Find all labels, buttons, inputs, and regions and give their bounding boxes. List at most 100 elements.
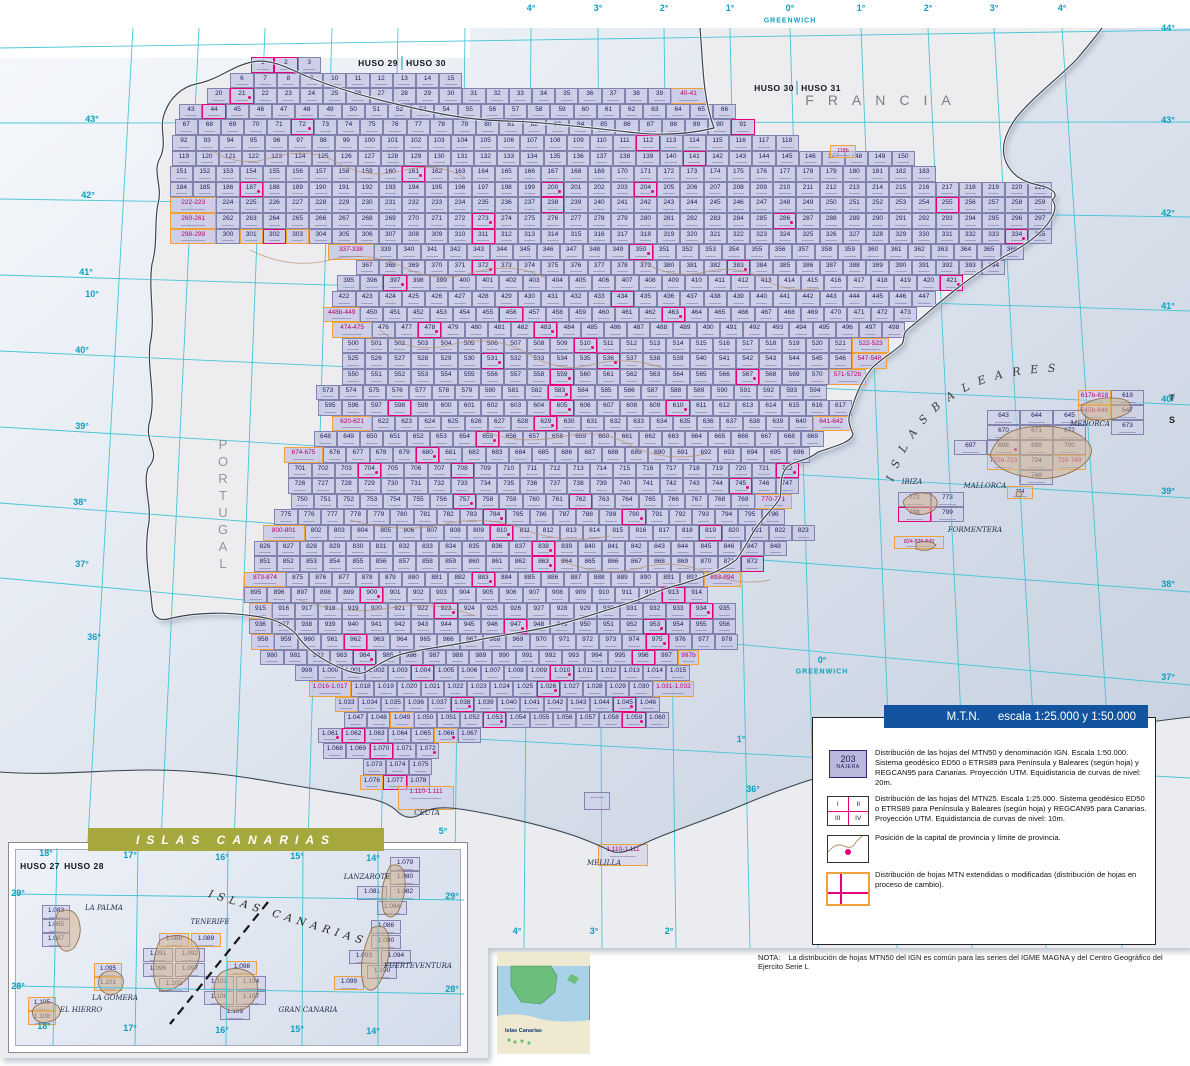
map-sheet-cell: 982 <box>306 649 331 666</box>
map-sheet-cell: 895 <box>244 587 268 603</box>
capital-dot <box>498 361 502 365</box>
map-sheet-cell: 166 <box>518 166 542 182</box>
map-sheet-cell: 12 <box>369 72 393 89</box>
map-sheet-cell: 532 <box>504 353 528 369</box>
map-sheet-cell: 520 <box>805 337 829 354</box>
map-sheet-cell: 124 <box>288 150 312 167</box>
map-sheet-cell: 26 <box>346 88 370 104</box>
map-sheet-cell: 330 <box>912 228 936 245</box>
map-sheet-cell: 477 <box>395 322 419 338</box>
map-sheet-cell: 1.061 <box>318 727 342 744</box>
map-sheet-cell: 601 <box>457 400 481 416</box>
map-sheet-cell: 677 <box>346 447 370 463</box>
map-sheet-cell: 118b <box>830 145 856 158</box>
map-sheet-cell: 1.074 <box>385 759 409 775</box>
map-sheet-cell: 79 <box>453 119 477 135</box>
map-sheet-cell: 712 <box>543 462 567 479</box>
map-sheet-cell: 1.030 <box>629 681 653 697</box>
map-sheet-cell: 201 <box>564 181 588 198</box>
map-sheet-cell: 243 <box>657 197 681 213</box>
map-sheet-cell: 87 <box>638 119 662 135</box>
map-sheet-cell: 240 <box>587 197 611 213</box>
map-sheet-cell: 608 <box>620 400 644 416</box>
map-sheet-cell: 466 <box>731 306 755 323</box>
map-sheet-cell: 379 <box>634 259 658 276</box>
map-sheet-cell: 313 <box>518 228 542 245</box>
map-sheet-cell: 688 <box>601 447 625 463</box>
map-sheet-cell: 821 <box>745 525 769 541</box>
map-sheet-cell: 727 <box>311 478 335 494</box>
map-sheet-cell: 611 <box>689 400 713 416</box>
map-sheet-cell: 915 <box>248 603 273 619</box>
map-sheet-cell: 663 <box>661 431 686 447</box>
map-sheet-cell: 241 <box>610 197 634 213</box>
map-sheet-cell: 1.042 <box>543 696 567 713</box>
map-sheet-cell: 1.110-1.111 <box>598 844 648 866</box>
map-sheet-cell: 818 <box>675 525 699 541</box>
map-sheet-cell: 293 <box>935 213 959 229</box>
map-sheet-cell: 884 <box>494 571 518 588</box>
map-sheet-cell: 990 <box>492 649 516 666</box>
legend-item-extended: Distribución de hojas MTN extendidas o m… <box>821 870 1147 907</box>
map-sheet-cell: 718 <box>682 462 706 479</box>
map-sheet-cell: 987 <box>422 649 447 666</box>
map-sheet-cell: 666 <box>731 431 755 447</box>
map-sheet-cell: 106 <box>497 135 521 151</box>
map-sheet-cell: 540 <box>689 353 713 369</box>
legend-item-mtn50: 203 NÁJERA Distribución de las hojas del… <box>821 748 1147 787</box>
map-sheet-cell: 889 <box>610 571 634 588</box>
map-sheet-cell: 437 <box>680 291 704 307</box>
legend-item-capital: Posición de la capital de provincia y lí… <box>821 833 1147 864</box>
quad-iii: III <box>828 811 848 826</box>
map-sheet-cell: 815 <box>606 525 630 541</box>
map-sheet-cell: 1.040 <box>497 696 521 713</box>
capital-dot <box>551 423 555 427</box>
map-sheet-cell: 44 <box>202 103 226 120</box>
map-sheet-cell: 224 <box>216 197 240 213</box>
capital-dot <box>679 314 683 318</box>
map-sheet-cell: 121 <box>218 150 242 167</box>
map-sheet-cell: 664 <box>685 431 709 447</box>
map-sheet-cell: 539 <box>666 353 690 369</box>
map-sheet-cell: 921 <box>388 603 412 619</box>
map-sheet-cell: 996 <box>631 649 655 666</box>
map-sheet-cell: 489 <box>673 322 697 338</box>
map-sheet-cell: 1.007 <box>480 665 505 681</box>
map-sheet-cell: 1.005 <box>434 665 458 681</box>
map-sheet-cell: 944 <box>434 618 458 635</box>
map-sheet-cell: 781 <box>413 509 437 525</box>
map-sheet-cell <box>584 792 610 810</box>
map-sheet-cell: 214 <box>866 181 890 198</box>
map-sheet-cell: 584 <box>571 384 595 401</box>
map-sheet-cell: 490 <box>696 322 720 338</box>
map-sheet-cell: 60 <box>573 103 597 120</box>
map-sheet-cell: 877 <box>332 571 356 588</box>
map-sheet-cell: 143 <box>729 150 753 167</box>
map-sheet-cell: 907 <box>522 587 546 603</box>
map-sheet-cell: 1.041 <box>520 696 544 713</box>
map-sheet-cell: 1.021 <box>420 681 444 697</box>
map-sheet-cell: 693 <box>717 447 741 463</box>
map-sheet-cell: 776 <box>297 509 321 525</box>
map-sheet-cell: 109 <box>566 135 590 151</box>
map-sheet-cell: 651 <box>383 431 407 447</box>
map-sheet-cell: 202 <box>587 181 611 198</box>
capital-dot <box>630 704 634 708</box>
map-sheet-cell: 871 <box>717 556 741 572</box>
legend-text-mtn50: Distribución de las hojas del MTN50 y de… <box>875 748 1141 787</box>
map-sheet-cell: 846 <box>717 540 741 557</box>
map-sheet-cell: 910 <box>592 587 616 603</box>
map-sheet-cell: 1.092 <box>175 948 205 962</box>
map-sheet-cell: 988 <box>446 649 470 666</box>
map-sheet-cell: 782 <box>436 509 460 525</box>
map-sheet-cell: 694 <box>740 447 764 463</box>
map-sheet-cell: 333 <box>982 228 1006 245</box>
map-sheet-cell: 751 <box>313 493 338 510</box>
map-sheet-cell: 252 <box>866 197 890 213</box>
map-sheet-cell: 1.002 <box>364 665 389 681</box>
map-sheet-cell: 997b <box>678 649 699 666</box>
map-sheet-cell: 569 <box>782 369 806 385</box>
map-sheet-cell: 206 <box>680 181 704 198</box>
map-sheet-cell: 680 <box>415 447 440 463</box>
map-sheet-cell: 192 <box>355 181 379 198</box>
